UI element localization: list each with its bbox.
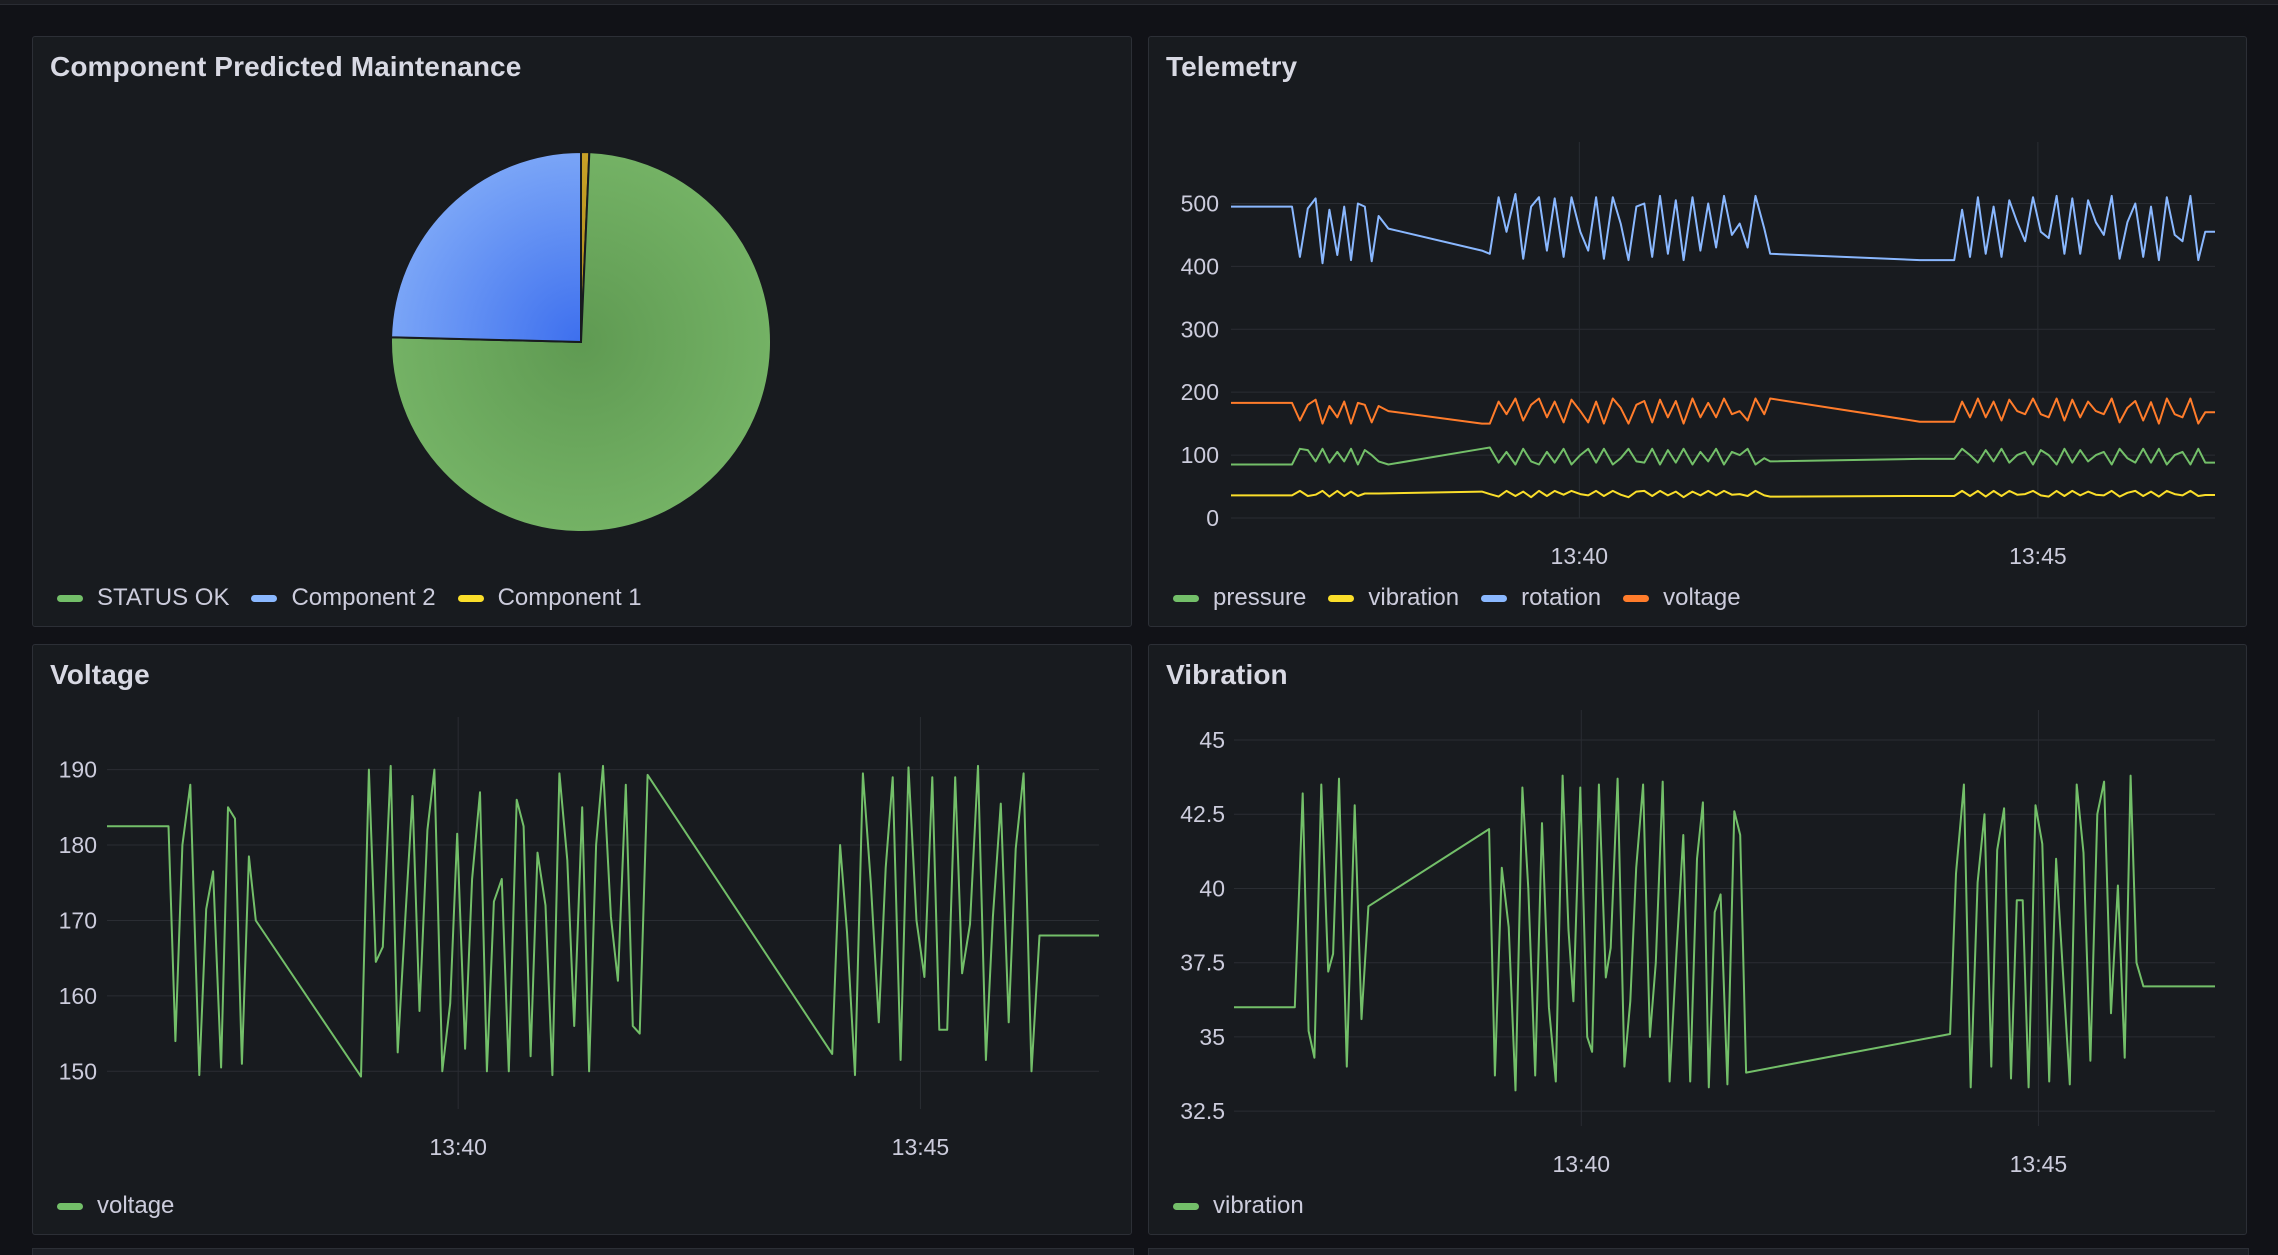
next-row-edge xyxy=(0,1246,2278,1255)
pie-panel[interactable]: Component Predicted Maintenance STATUS O… xyxy=(32,36,1132,627)
legend-label: Component 1 xyxy=(497,584,642,611)
y-tick-label: 170 xyxy=(59,907,97,933)
legend-item-vibration[interactable]: vibration xyxy=(1328,584,1459,612)
legend-item-rotation[interactable]: rotation xyxy=(1481,584,1601,612)
y-tick-label: 150 xyxy=(59,1058,97,1084)
y-tick-label: 190 xyxy=(59,757,97,783)
y-tick-label: 100 xyxy=(1181,442,1219,468)
y-tick-label: 42.5 xyxy=(1180,801,1225,827)
x-tick-label: 13:45 xyxy=(2009,543,2067,569)
legend-swatch xyxy=(1481,594,1508,602)
panel-title[interactable]: Component Predicted Maintenance xyxy=(50,51,522,82)
y-tick-label: 40 xyxy=(1199,875,1225,901)
legend-item-voltage[interactable]: voltage xyxy=(1623,584,1741,612)
y-tick-label: 37.5 xyxy=(1180,950,1225,976)
series-line-voltage[interactable] xyxy=(1231,397,2215,425)
y-tick-label: 45 xyxy=(1199,727,1225,753)
legend-item-vibration[interactable]: vibration xyxy=(1173,1192,1304,1220)
vibration-chart: 32.5 35 37.5 40 42.5 45 13:40 13:45 xyxy=(1180,710,2215,1177)
y-tick-label: 160 xyxy=(59,983,97,1009)
x-tick-label: 13:40 xyxy=(1551,543,1609,569)
panel-title[interactable]: Vibration xyxy=(1166,659,1288,690)
legend-label: rotation xyxy=(1521,584,1602,611)
series-line-vibration[interactable] xyxy=(1231,489,2215,499)
legend-swatch xyxy=(57,1202,83,1210)
series-line-vibration[interactable] xyxy=(1234,774,2215,1092)
legend-item-component-1[interactable]: Component 1 xyxy=(457,584,642,612)
voltage-panel[interactable]: Voltage 150 160 170 180 190 13:40 13:45 voltag… xyxy=(32,644,1132,1235)
y-tick-label: 500 xyxy=(1181,190,1219,216)
legend-label: pressure xyxy=(1213,584,1307,611)
voltage-chart: 150 160 170 180 190 13:40 13:45 xyxy=(59,717,1099,1160)
y-tick-label: 400 xyxy=(1181,253,1219,279)
y-tick-label: 180 xyxy=(59,832,97,858)
panel-edge xyxy=(32,1248,1134,1255)
legend-swatch xyxy=(1173,1202,1199,1210)
legend: STATUS OK Component 2 Component 1 xyxy=(57,584,664,612)
legend: voltage xyxy=(57,1192,196,1220)
x-tick-label: 13:40 xyxy=(1552,1151,1610,1177)
legend-swatch xyxy=(1173,594,1199,602)
series-line-rotation[interactable] xyxy=(1231,193,2215,265)
vibration-panel[interactable]: Vibration 32.5 35 37.5 40 42.5 45 13:40 13:45 v… xyxy=(1148,644,2247,1235)
legend-label: voltage xyxy=(1663,584,1741,611)
legend-label: vibration xyxy=(1368,584,1460,611)
y-tick-label: 200 xyxy=(1181,379,1219,405)
series-line-pressure[interactable] xyxy=(1231,446,2215,466)
pie-chart xyxy=(390,150,772,533)
x-tick-label: 13:45 xyxy=(892,1134,950,1160)
legend-item-pressure[interactable]: pressure xyxy=(1173,584,1306,612)
legend-item-component-2[interactable]: Component 2 xyxy=(251,584,436,612)
legend-label: STATUS OK xyxy=(97,584,230,611)
y-tick-label: 32.5 xyxy=(1180,1098,1225,1124)
panel-title[interactable]: Telemetry xyxy=(1166,51,1298,82)
top-bar xyxy=(0,0,2278,5)
legend-swatch xyxy=(1328,594,1355,602)
legend-item-voltage[interactable]: voltage xyxy=(57,1192,174,1220)
x-tick-label: 13:45 xyxy=(2010,1151,2068,1177)
panel-title[interactable]: Voltage xyxy=(50,659,150,690)
legend-swatch xyxy=(251,594,278,602)
series-line-voltage[interactable] xyxy=(107,764,1099,1078)
legend-item-status-ok[interactable]: STATUS OK xyxy=(57,584,229,612)
y-tick-label: 300 xyxy=(1181,316,1219,342)
pie-slice-component-2[interactable] xyxy=(390,150,582,344)
telemetry-chart: 0 100 200 300 400 500 13:40 13:45 xyxy=(1181,142,2215,569)
y-tick-label: 0 xyxy=(1206,505,1219,531)
telemetry-panel[interactable]: Telemetry 0 100 200 300 400 500 13:40 13:45 pre… xyxy=(1148,36,2247,627)
x-tick-label: 13:40 xyxy=(429,1134,487,1160)
legend: vibration xyxy=(1173,1192,1326,1220)
legend-swatch xyxy=(1623,594,1650,602)
panel-edge xyxy=(1148,1248,2249,1255)
legend-label: vibration xyxy=(1213,1192,1304,1219)
y-tick-label: 35 xyxy=(1199,1024,1225,1050)
legend-swatch xyxy=(457,594,484,602)
legend-label: Component 2 xyxy=(291,584,436,611)
legend-label: voltage xyxy=(97,1192,175,1219)
legend: pressure vibration rotation voltage xyxy=(1173,584,1763,612)
legend-swatch xyxy=(57,594,83,602)
